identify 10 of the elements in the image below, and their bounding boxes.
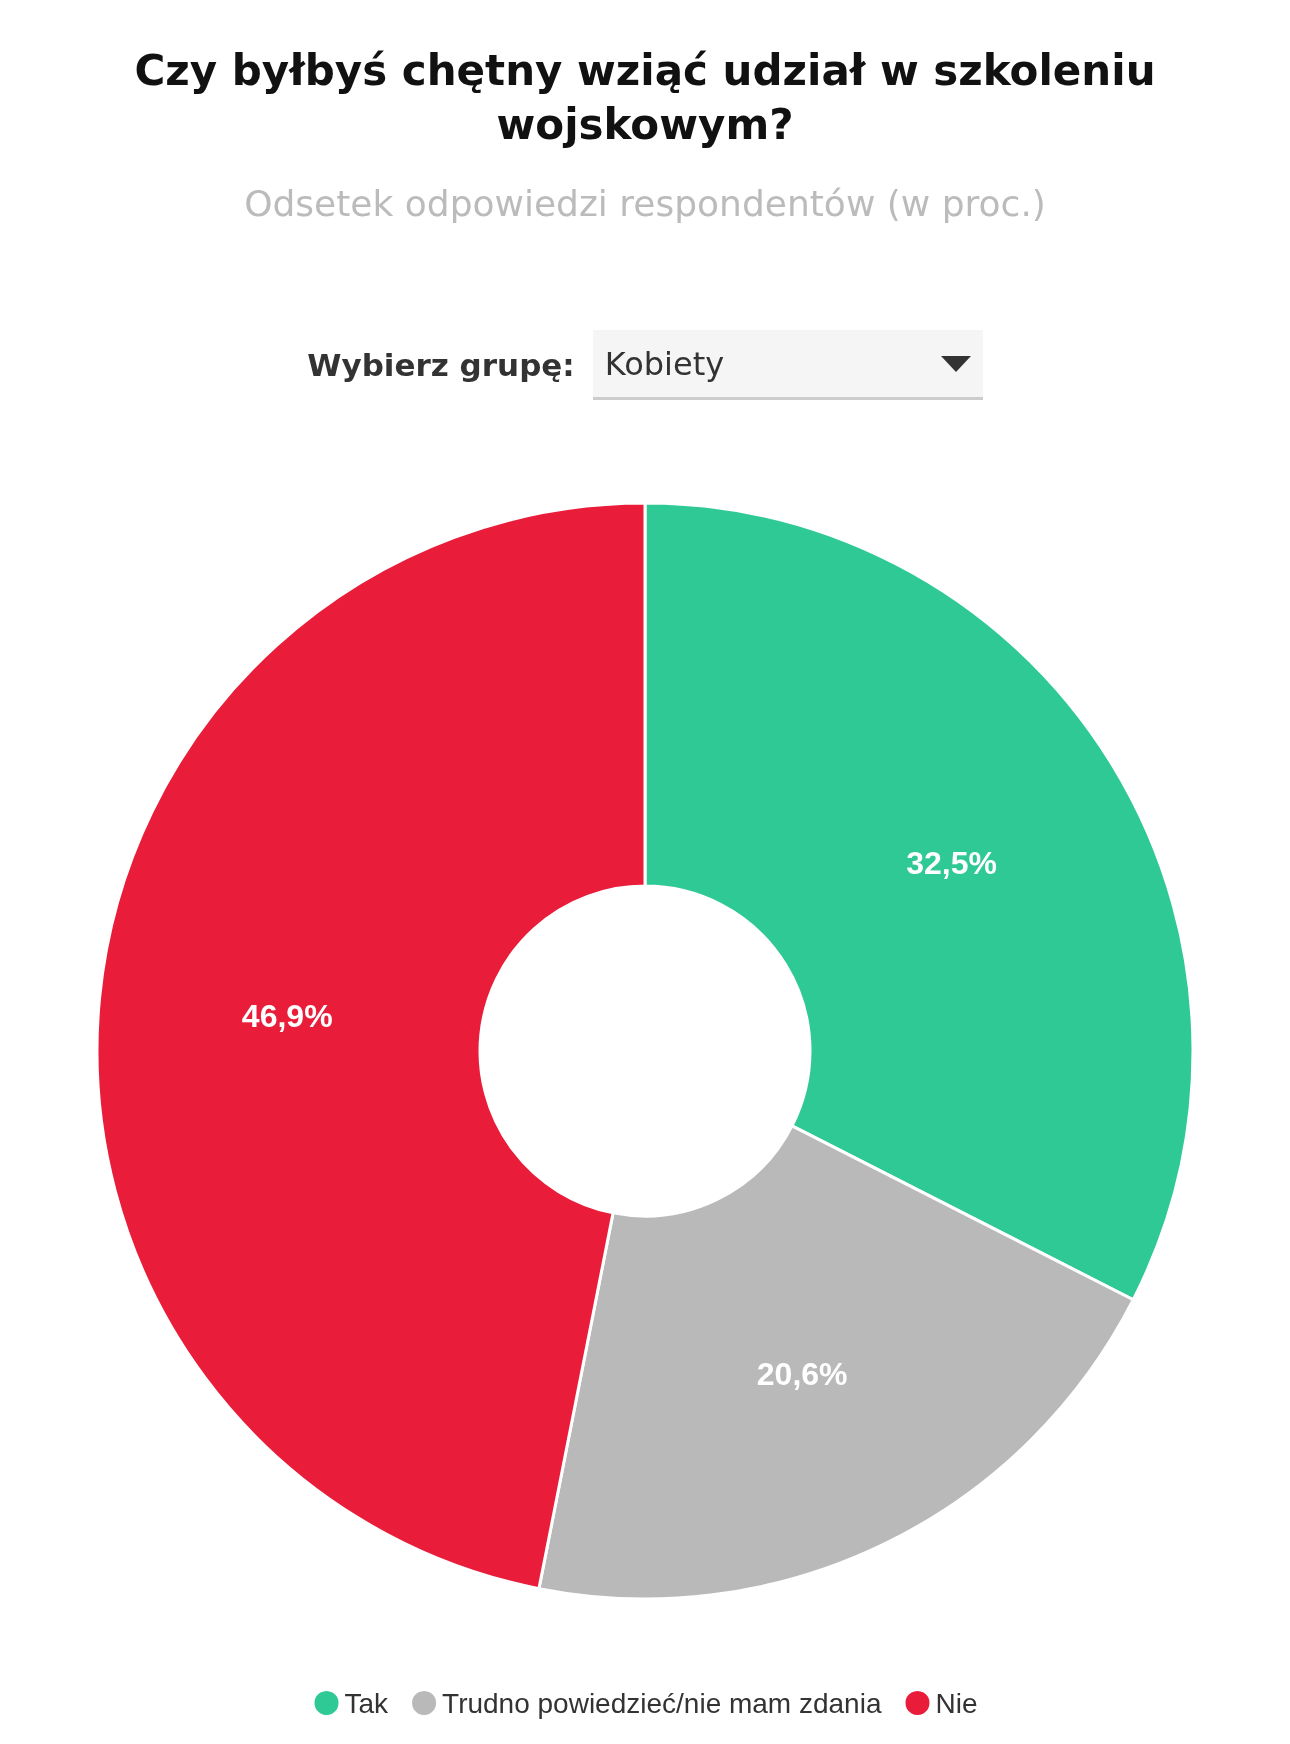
legend-label: Nie xyxy=(935,1687,978,1719)
data-label: 46,9% xyxy=(241,998,333,1035)
legend-label: Tak xyxy=(344,1687,390,1719)
chart-title: Czy byłbyś chętny wziąć udział w szkoleniu wojskowym? xyxy=(134,45,1156,149)
data-label: 32,5% xyxy=(906,845,997,882)
data-label: 20,6% xyxy=(756,1356,848,1393)
legend-label: Trudno powiedzieć/nie mam zdania xyxy=(442,1687,882,1719)
dropdown: Kobiety xyxy=(592,330,983,400)
text: Wybierz grupę: xyxy=(307,347,575,383)
chart-subtitle: Odsetek odpowiedzi respondentów (w proc.) xyxy=(244,182,1046,224)
